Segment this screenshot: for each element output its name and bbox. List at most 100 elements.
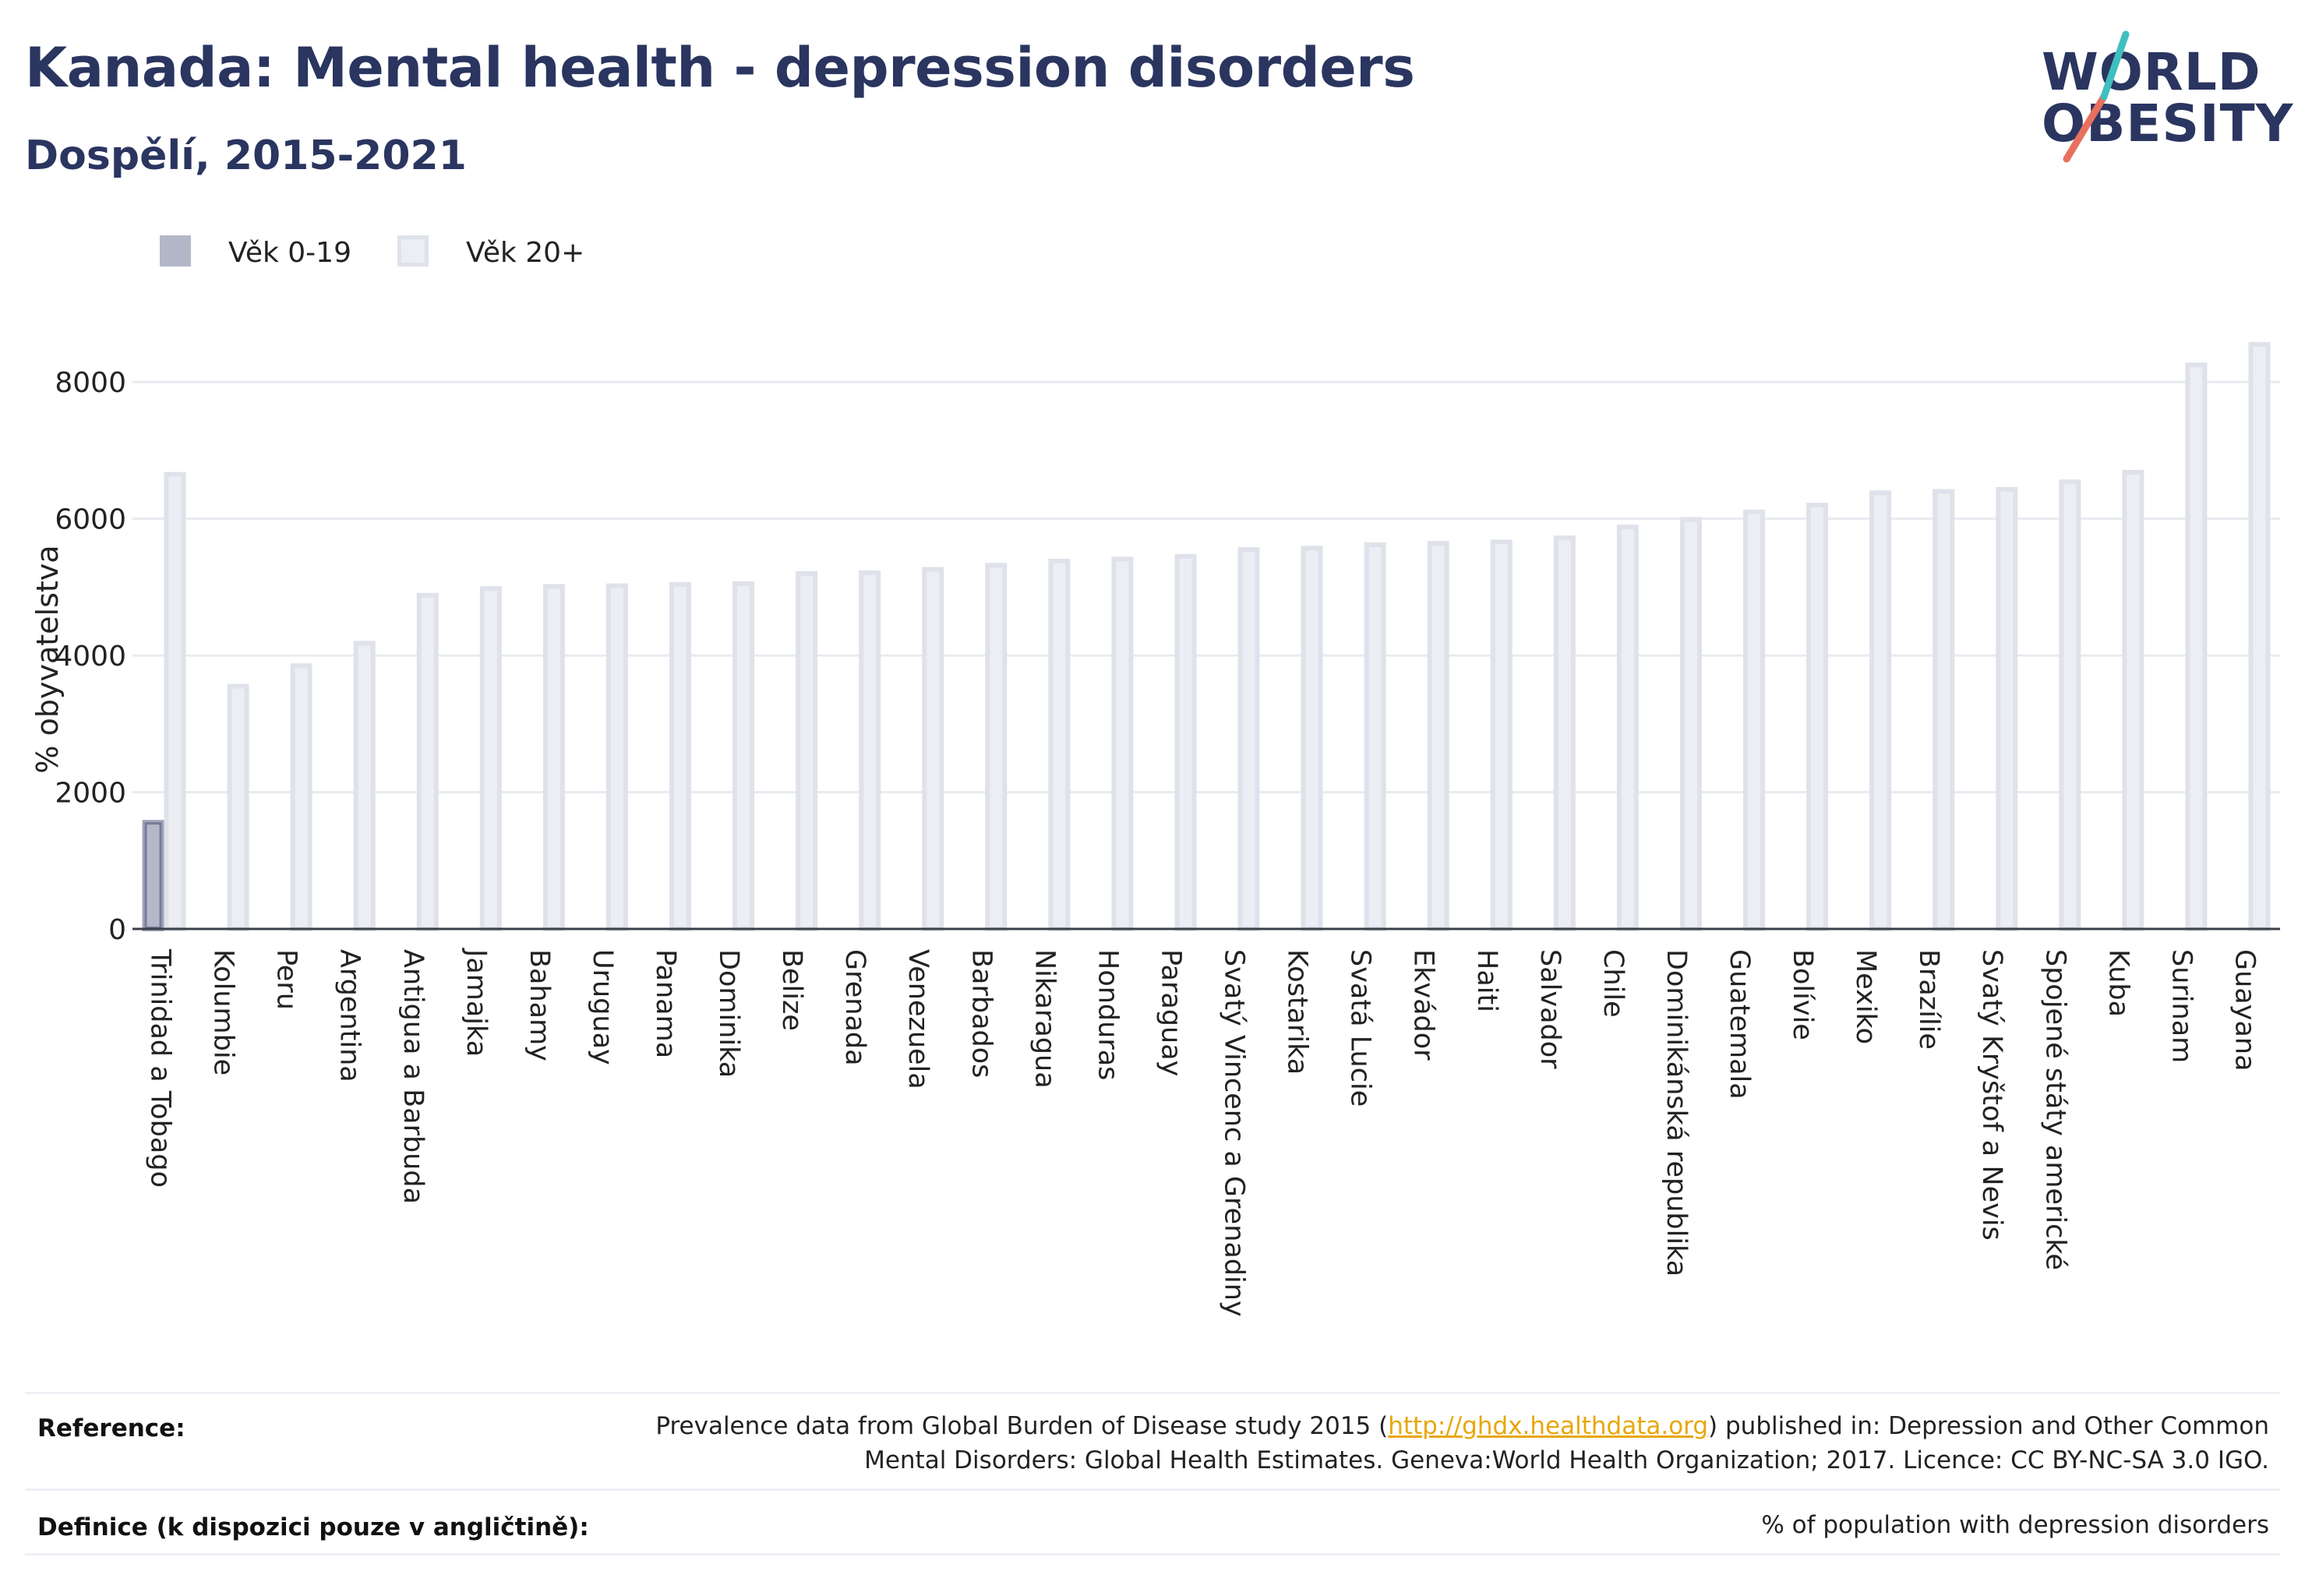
y-tick-label: 2000 — [55, 778, 126, 810]
x-tick-label: Bahamy — [524, 949, 555, 1061]
legend-swatch-0-19 — [160, 235, 191, 267]
x-tick-label: Guayana — [2229, 949, 2260, 1072]
reference-text: Prevalence data from Global Burden of Di… — [655, 1409, 2269, 1478]
bar-age-20-plus[interactable] — [227, 683, 249, 931]
chart-bars — [142, 341, 2271, 932]
x-tick-label: Kostarika — [1282, 949, 1313, 1075]
x-tick-label: Grenada — [839, 949, 870, 1066]
x-tick-label: Salvador — [1534, 949, 1565, 1069]
bar-age-20-plus[interactable] — [542, 584, 565, 931]
bar-age-20-plus[interactable] — [732, 581, 755, 931]
bar-age-20-plus[interactable] — [605, 583, 628, 931]
x-tick-label: Guatemala — [1724, 949, 1755, 1100]
reference-link[interactable]: http://ghdx.healthdata.org — [1388, 1412, 1709, 1440]
x-tick-label: Nikaragua — [1029, 949, 1060, 1089]
definition-text: % of population with depression disorder… — [1761, 1511, 2269, 1539]
bar-chart: 0 2000 4000 6000 8000 Trinidad a Tobago Kolum… — [30, 341, 2280, 1317]
bar-age-20-plus[interactable] — [985, 563, 1008, 931]
x-tick-label: Peru — [271, 949, 302, 1010]
reference-label: Reference: — [37, 1414, 185, 1442]
reference-middle-divider — [25, 1488, 2280, 1491]
bar-age-20-plus[interactable] — [1806, 503, 1829, 932]
y-tick-label: 4000 — [55, 641, 126, 673]
x-tick-label: Chile — [1597, 949, 1629, 1018]
bar-age-20-plus[interactable] — [1301, 546, 1323, 931]
page-subtitle: Dospělí, 2015-2021 — [25, 132, 467, 179]
reference-top-divider — [25, 1392, 2280, 1394]
y-axis-ticks: 0 2000 4000 6000 8000 — [55, 367, 126, 946]
reference-text-end: ) published in: Depression and Other Com… — [1708, 1412, 2269, 1440]
bar-age-20-plus[interactable] — [2122, 469, 2144, 931]
x-tick-label: Dominika — [713, 949, 744, 1078]
bar-age-20-plus[interactable] — [1490, 539, 1513, 931]
x-tick-label: Belize — [776, 949, 807, 1031]
bar-age-20-plus[interactable] — [1616, 524, 1639, 931]
y-tick-label: 0 — [108, 914, 126, 946]
x-tick-label: Svatá Lucie — [1345, 949, 1376, 1107]
x-tick-label: Barbados — [965, 949, 997, 1078]
bar-age-20-plus[interactable] — [1048, 559, 1071, 931]
legend-label-20-plus: Věk 20+ — [466, 237, 585, 269]
y-tick-label: 8000 — [55, 367, 126, 399]
x-tick-label: Honduras — [1092, 949, 1123, 1080]
bar-age-20-plus[interactable] — [1553, 535, 1576, 931]
x-tick-label: Brazílie — [1913, 949, 1944, 1050]
y-axis-label: % obyvatelstva — [30, 545, 65, 773]
bar-age-20-plus[interactable] — [2185, 362, 2208, 931]
x-tick-label: Dominikánská republika — [1661, 949, 1692, 1276]
x-tick-label: Panama — [650, 949, 681, 1058]
x-tick-label: Surinam — [2166, 949, 2197, 1063]
bar-age-20-plus[interactable] — [416, 592, 439, 931]
bar-age-20-plus[interactable] — [1679, 517, 1702, 932]
chart-grid — [132, 380, 2280, 794]
x-tick-label: Antigua a Barbuda — [397, 949, 429, 1204]
x-tick-label: Kolumbie — [208, 949, 239, 1075]
x-tick-label: Kuba — [2102, 949, 2134, 1017]
bar-age-20-plus[interactable] — [164, 471, 186, 931]
bar-age-20-plus[interactable] — [2248, 341, 2271, 931]
x-tick-label: Trinidad a Tobago — [145, 948, 176, 1188]
x-tick-label: Argentina — [334, 949, 365, 1082]
bar-age-20-plus[interactable] — [1174, 553, 1197, 931]
bar-age-20-plus[interactable] — [1996, 486, 2018, 931]
x-tick-label: Svatý Kryštof a Nevis — [1976, 949, 2007, 1241]
x-tick-label: Uruguay — [587, 949, 618, 1065]
x-tick-label: Mexiko — [1850, 949, 1881, 1044]
bar-age-20-plus[interactable] — [2059, 479, 2081, 932]
x-tick-label: Haiti — [1471, 949, 1502, 1012]
world-obesity-logo: WORLD OBESITY — [2026, 20, 2293, 168]
x-tick-label: Svatý Vincenc a Grenadiny — [1219, 949, 1250, 1317]
legend-label-0-19: Věk 0-19 — [228, 237, 351, 269]
bar-age-20-plus[interactable] — [353, 641, 376, 931]
y-tick-label: 6000 — [55, 504, 126, 536]
reference-text-start: Prevalence data from Global Burden of Di… — [655, 1412, 1389, 1440]
bar-age-0-19[interactable] — [142, 820, 164, 931]
reference-bottom-divider — [25, 1553, 2280, 1555]
logo-slash-icon — [2063, 30, 2130, 163]
bar-age-20-plus[interactable] — [922, 567, 944, 931]
legend-swatch-20-plus — [397, 235, 429, 267]
reference-text-line2: Mental Disorders: Global Health Estimate… — [864, 1446, 2269, 1474]
x-tick-label: Jamajka — [461, 948, 492, 1057]
x-tick-label: Paraguay — [1155, 949, 1186, 1076]
x-tick-label: Ekvádor — [1408, 949, 1439, 1061]
x-tick-label: Venezuela — [902, 949, 934, 1089]
bar-age-20-plus[interactable] — [859, 570, 881, 931]
definition-label: Definice (k dispozici pouze v angličtině… — [37, 1513, 589, 1541]
bar-age-20-plus[interactable] — [1237, 547, 1260, 931]
bar-age-20-plus[interactable] — [1743, 509, 1765, 931]
bar-age-20-plus[interactable] — [1933, 489, 1955, 931]
bar-age-20-plus[interactable] — [669, 581, 691, 931]
x-tick-label: Bolívie — [1787, 949, 1818, 1040]
bar-age-20-plus[interactable] — [1427, 541, 1449, 931]
bar-age-20-plus[interactable] — [1364, 542, 1386, 931]
bar-age-20-plus[interactable] — [1869, 490, 1892, 932]
bar-age-20-plus[interactable] — [796, 570, 818, 931]
x-tick-label: Spojené státy americké — [2039, 949, 2070, 1270]
bar-age-20-plus[interactable] — [479, 586, 502, 931]
bar-age-20-plus[interactable] — [1111, 556, 1134, 931]
logo-line2: OBESITY — [2042, 94, 2294, 154]
x-axis-ticks: Trinidad a Tobago Kolumbie Peru Argentina An… — [145, 948, 2261, 1317]
page-title: Kanada: Mental health - depression disor… — [25, 36, 1415, 100]
bar-age-20-plus[interactable] — [290, 663, 312, 931]
